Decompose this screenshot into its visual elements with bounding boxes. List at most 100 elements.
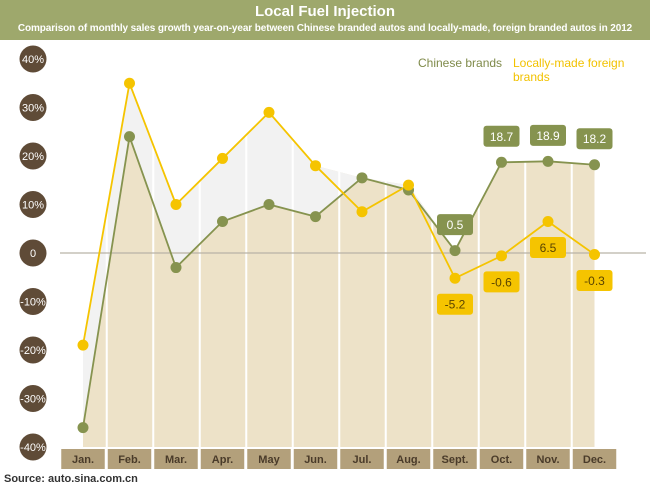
header-band (0, 0, 650, 40)
foreign-brands-point (542, 215, 554, 227)
chinese-brands-point (310, 211, 321, 223)
chinese-brands-point (356, 172, 368, 184)
y-tick-label: 30% (22, 103, 44, 115)
chinese-brands-point (263, 199, 275, 210)
x-tick-label: Jun. (304, 454, 327, 466)
foreign-brands-point (496, 250, 507, 262)
month-cell (107, 449, 152, 469)
foreign-brands-value-label: 6.5 (530, 236, 566, 258)
month-cell (386, 449, 431, 469)
foreign-brands-point (77, 339, 89, 351)
y-tick: -20% (19, 336, 47, 364)
foreign-brands-point (449, 272, 461, 284)
y-tick-label: -10% (20, 297, 46, 309)
x-tick-label: Mar. (165, 454, 187, 466)
chinese-brands-point (589, 159, 600, 171)
foreign-brands-value-text: -0.3 (584, 274, 605, 288)
y-tick-badge (19, 45, 47, 73)
x-tick-label: Apr. (212, 454, 233, 466)
chinese-brands-point (77, 422, 89, 434)
month-cell (247, 449, 291, 469)
x-tick-label: Aug. (396, 454, 420, 466)
legend-chinese-brands: Chinese brands (418, 56, 503, 70)
month-cell (479, 449, 524, 469)
month-cell (526, 449, 570, 469)
y-tick: 30% (19, 94, 47, 121)
chinese-brands-value-badge (437, 214, 473, 236)
legend-foreign-brands: Locally-made foreign brands (513, 56, 625, 84)
foreign-brands-point (310, 160, 321, 172)
x-tick-label: Nov. (536, 454, 559, 466)
y-tick-label: 10% (22, 200, 44, 212)
foreign-brands-point (356, 206, 368, 218)
chinese-brands-value-label: 18.2 (576, 128, 613, 150)
chinese-brands-value-text: 0.5 (447, 218, 464, 232)
y-tick-label: 20% (22, 151, 44, 163)
foreign-brands-value-badge (576, 269, 613, 291)
y-tick-label: -40% (20, 442, 46, 454)
y-tick-label: -20% (20, 345, 46, 357)
foreign-brands-value-text: 6.5 (540, 241, 557, 255)
foreign-brands-value-label: -5.2 (437, 293, 473, 315)
y-tick-badge (19, 239, 47, 267)
chinese-brands-point (542, 155, 554, 167)
x-tick-label: Oct. (491, 454, 512, 466)
chinese-brands-point (449, 245, 461, 257)
month-cell (340, 449, 384, 469)
x-tick-label: Jul. (353, 454, 372, 466)
month-cell (293, 449, 338, 469)
x-tick-label: Sept. (442, 454, 469, 466)
chinese-brands-value-label: 18.7 (483, 125, 520, 147)
y-tick: -10% (19, 288, 47, 315)
x-tick-label: May (258, 454, 280, 466)
y-tick: -30% (19, 385, 47, 412)
foreign-brands-value-text: -5.2 (445, 298, 466, 312)
y-tick: 0 (19, 239, 47, 267)
foreign-brands-point (263, 106, 275, 118)
foreign-brands-point (124, 77, 135, 89)
y-tick-label: 40% (22, 54, 44, 66)
chinese-brands-value-text: 18.7 (490, 130, 514, 144)
chinese-brands-value-text: 18.9 (536, 129, 560, 143)
chinese-brands-point (217, 215, 228, 227)
chinese-brands-value-text: 18.2 (583, 132, 607, 146)
foreign-brands-point (589, 248, 600, 260)
chinese-brands-point (170, 262, 182, 274)
chinese-brands-value-label: 18.9 (530, 124, 566, 146)
y-tick: 10% (19, 191, 47, 218)
chinese-brands-value-badge (530, 124, 566, 146)
y-tick-badge (19, 385, 47, 412)
chart-title: Local Fuel Injection (254, 3, 396, 20)
chinese-brands-value-label: 0.5 (437, 214, 473, 236)
chinese-brands-point (124, 131, 135, 143)
foreign-brands-value-badge (530, 236, 566, 258)
chart-subtitle: Comparison of monthly sales growth year-… (17, 23, 633, 34)
foreign-brands-value-badge (437, 293, 473, 315)
chinese-brands-value-badge (576, 128, 613, 150)
foreign-brands-value-label: -0.6 (483, 271, 520, 293)
x-tick-label: Feb. (118, 454, 141, 466)
y-tick-badge (19, 433, 47, 461)
foreign-brands-point (403, 179, 414, 191)
x-tick-label: Jan. (72, 454, 94, 466)
y-tick-badge (19, 288, 47, 315)
x-tick-label: Dec. (583, 454, 606, 466)
y-tick-label: 0 (30, 248, 36, 260)
foreign-brands-value-badge (483, 271, 520, 293)
y-tick: 40% (19, 45, 47, 73)
chinese-brands-value-badge (483, 125, 520, 147)
y-tick: 20% (19, 142, 47, 170)
y-tick-badge (19, 336, 47, 364)
foreign-brands-point (170, 199, 182, 210)
y-tick-badge (19, 142, 47, 170)
chinese-brands-point (496, 156, 507, 168)
month-cell (61, 449, 105, 469)
chinese-brands-line (82, 136, 595, 428)
month-cell (154, 449, 198, 469)
foreign-brands-value-label: -0.3 (576, 269, 613, 291)
y-tick-badge (19, 94, 47, 121)
foreign-brands-value-text: -0.6 (491, 275, 512, 289)
source-note: Source: auto.sina.com.cn (4, 473, 138, 485)
